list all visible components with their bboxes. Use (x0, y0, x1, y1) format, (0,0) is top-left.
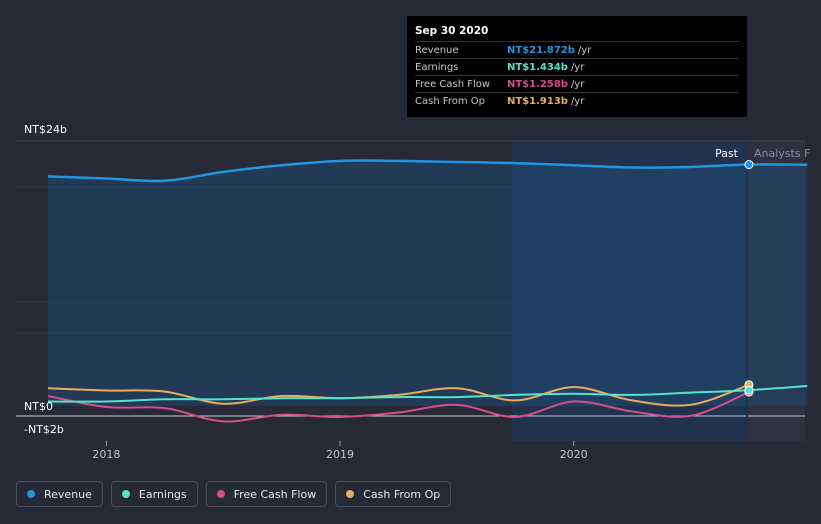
x-axis-label: 2019 (326, 448, 354, 461)
legend-item-free-cash-flow[interactable]: Free Cash Flow (205, 481, 328, 507)
x-axis-label: 2020 (560, 448, 588, 461)
past-label: Past (715, 147, 739, 160)
tooltip-label: Revenue (415, 44, 459, 56)
series-line-earnings (47, 385, 808, 403)
legend-item-revenue[interactable]: Revenue (16, 481, 103, 507)
legend-dot-icon (121, 490, 130, 498)
tooltip-label: Earnings (415, 61, 459, 73)
legend-label: Free Cash Flow (233, 487, 317, 501)
legend-dot-icon (27, 490, 35, 498)
legend-dot-icon (346, 490, 355, 498)
series-line-cash-from-op (47, 383, 750, 407)
tooltip-value: NT$1.258b (507, 78, 568, 90)
tooltip-date: Sep 30 2020 (415, 24, 739, 42)
tooltip-value: NT$1.434b (507, 61, 568, 73)
marker-earnings[interactable] (744, 385, 754, 395)
series-line-free-cash-flow (47, 391, 750, 423)
legend-item-earnings[interactable]: Earnings (110, 481, 198, 507)
y-axis-label: -NT$2b (24, 423, 64, 436)
legend-label: Earnings (138, 487, 187, 501)
tooltip-row: Revenue NT$21.872b/yr (415, 42, 739, 59)
y-axis-label: NT$24b (24, 123, 67, 136)
tooltip-value: NT$21.872b (507, 44, 575, 56)
tooltip-row: Earnings NT$1.434b/yr (415, 59, 739, 76)
series-line-revenue (47, 159, 808, 183)
marker-revenue[interactable] (744, 160, 754, 170)
forecast-shade (747, 141, 805, 441)
legend-label: Revenue (44, 487, 92, 501)
legend: Revenue Earnings Free Cash Flow Cash From O… (16, 481, 452, 507)
legend-item-cash-from-op[interactable]: Cash From Op (335, 481, 452, 507)
tooltip-row: Cash From Op NT$1.913b/yr (415, 93, 739, 109)
forecast-label: Analysts F (754, 147, 810, 160)
tooltip-unit: /yr (570, 61, 585, 73)
legend-label: Cash From Op (363, 487, 441, 501)
x-axis-label: 2018 (92, 448, 120, 461)
tooltip-unit: /yr (577, 44, 592, 56)
legend-dot-icon (216, 490, 225, 498)
tooltip-unit: /yr (570, 95, 585, 107)
tooltip: Sep 30 2020 Revenue NT$21.872b/yr Earnings… (407, 16, 747, 117)
tooltip-label: Free Cash Flow (415, 78, 491, 90)
tooltip-label: Cash From Op (415, 95, 486, 107)
revenue-area (48, 160, 808, 406)
y-axis-label: NT$0 (24, 400, 53, 413)
tooltip-value: NT$1.913b (507, 95, 568, 107)
tooltip-unit: /yr (570, 78, 585, 90)
tooltip-row: Free Cash Flow NT$1.258b/yr (415, 76, 739, 93)
